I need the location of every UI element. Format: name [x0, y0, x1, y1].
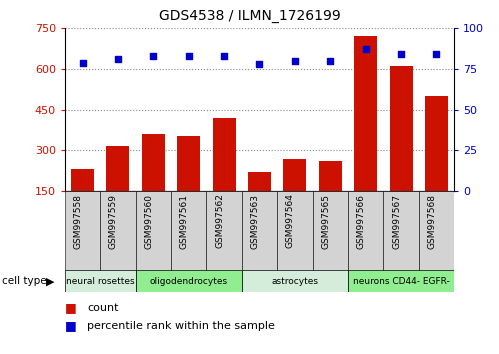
Bar	[177, 136, 200, 191]
Bar	[142, 134, 165, 191]
Text: count: count	[87, 303, 119, 313]
Text: GSM997561: GSM997561	[180, 194, 189, 249]
Text: percentile rank within the sample: percentile rank within the sample	[87, 321, 275, 331]
Text: ■: ■	[65, 302, 77, 314]
Point	[433, 52, 441, 57]
Text: GSM997558: GSM997558	[73, 194, 82, 249]
Bar	[319, 161, 342, 191]
Text: ■: ■	[65, 319, 77, 332]
Text: neural rosettes: neural rosettes	[66, 276, 135, 286]
Bar	[242, 191, 277, 271]
Bar	[65, 191, 100, 271]
Point	[362, 47, 370, 52]
Text: GSM997565: GSM997565	[321, 194, 330, 249]
Bar	[248, 172, 271, 191]
Bar	[348, 270, 454, 292]
Bar	[348, 191, 383, 271]
Text: GSM997564: GSM997564	[286, 194, 295, 249]
Point	[185, 53, 193, 59]
Text: ▶: ▶	[46, 276, 55, 286]
Text: GSM997562: GSM997562	[215, 194, 224, 249]
Bar	[277, 191, 312, 271]
Point	[326, 58, 334, 64]
Text: GDS4538 / ILMN_1726199: GDS4538 / ILMN_1726199	[159, 9, 340, 23]
Point	[78, 60, 86, 65]
Point	[255, 61, 263, 67]
Point	[397, 52, 405, 57]
Bar	[390, 66, 413, 191]
Bar	[100, 191, 136, 271]
Text: GSM997560: GSM997560	[144, 194, 153, 249]
Text: GSM997563: GSM997563	[250, 194, 259, 249]
Bar	[242, 270, 348, 292]
Bar	[207, 191, 242, 271]
Bar	[383, 191, 419, 271]
Bar	[171, 191, 207, 271]
Text: oligodendrocytes: oligodendrocytes	[150, 276, 228, 286]
Bar	[213, 118, 236, 191]
Point	[220, 53, 228, 59]
Text: GSM997568: GSM997568	[428, 194, 437, 249]
Text: GSM997567: GSM997567	[392, 194, 401, 249]
Text: neurons CD44- EGFR-: neurons CD44- EGFR-	[353, 276, 450, 286]
Point	[291, 58, 299, 64]
Bar	[136, 191, 171, 271]
Bar	[419, 191, 454, 271]
Bar	[283, 159, 306, 191]
Point	[149, 53, 157, 59]
Bar	[106, 147, 129, 191]
Bar	[354, 36, 377, 191]
Bar	[71, 170, 94, 191]
Bar	[312, 191, 348, 271]
Point	[114, 56, 122, 62]
Text: cell type: cell type	[2, 276, 47, 286]
Text: astrocytes: astrocytes	[271, 276, 318, 286]
Text: GSM997559: GSM997559	[109, 194, 118, 249]
Bar	[136, 270, 242, 292]
Bar	[425, 96, 448, 191]
Bar	[65, 270, 136, 292]
Text: GSM997566: GSM997566	[357, 194, 366, 249]
